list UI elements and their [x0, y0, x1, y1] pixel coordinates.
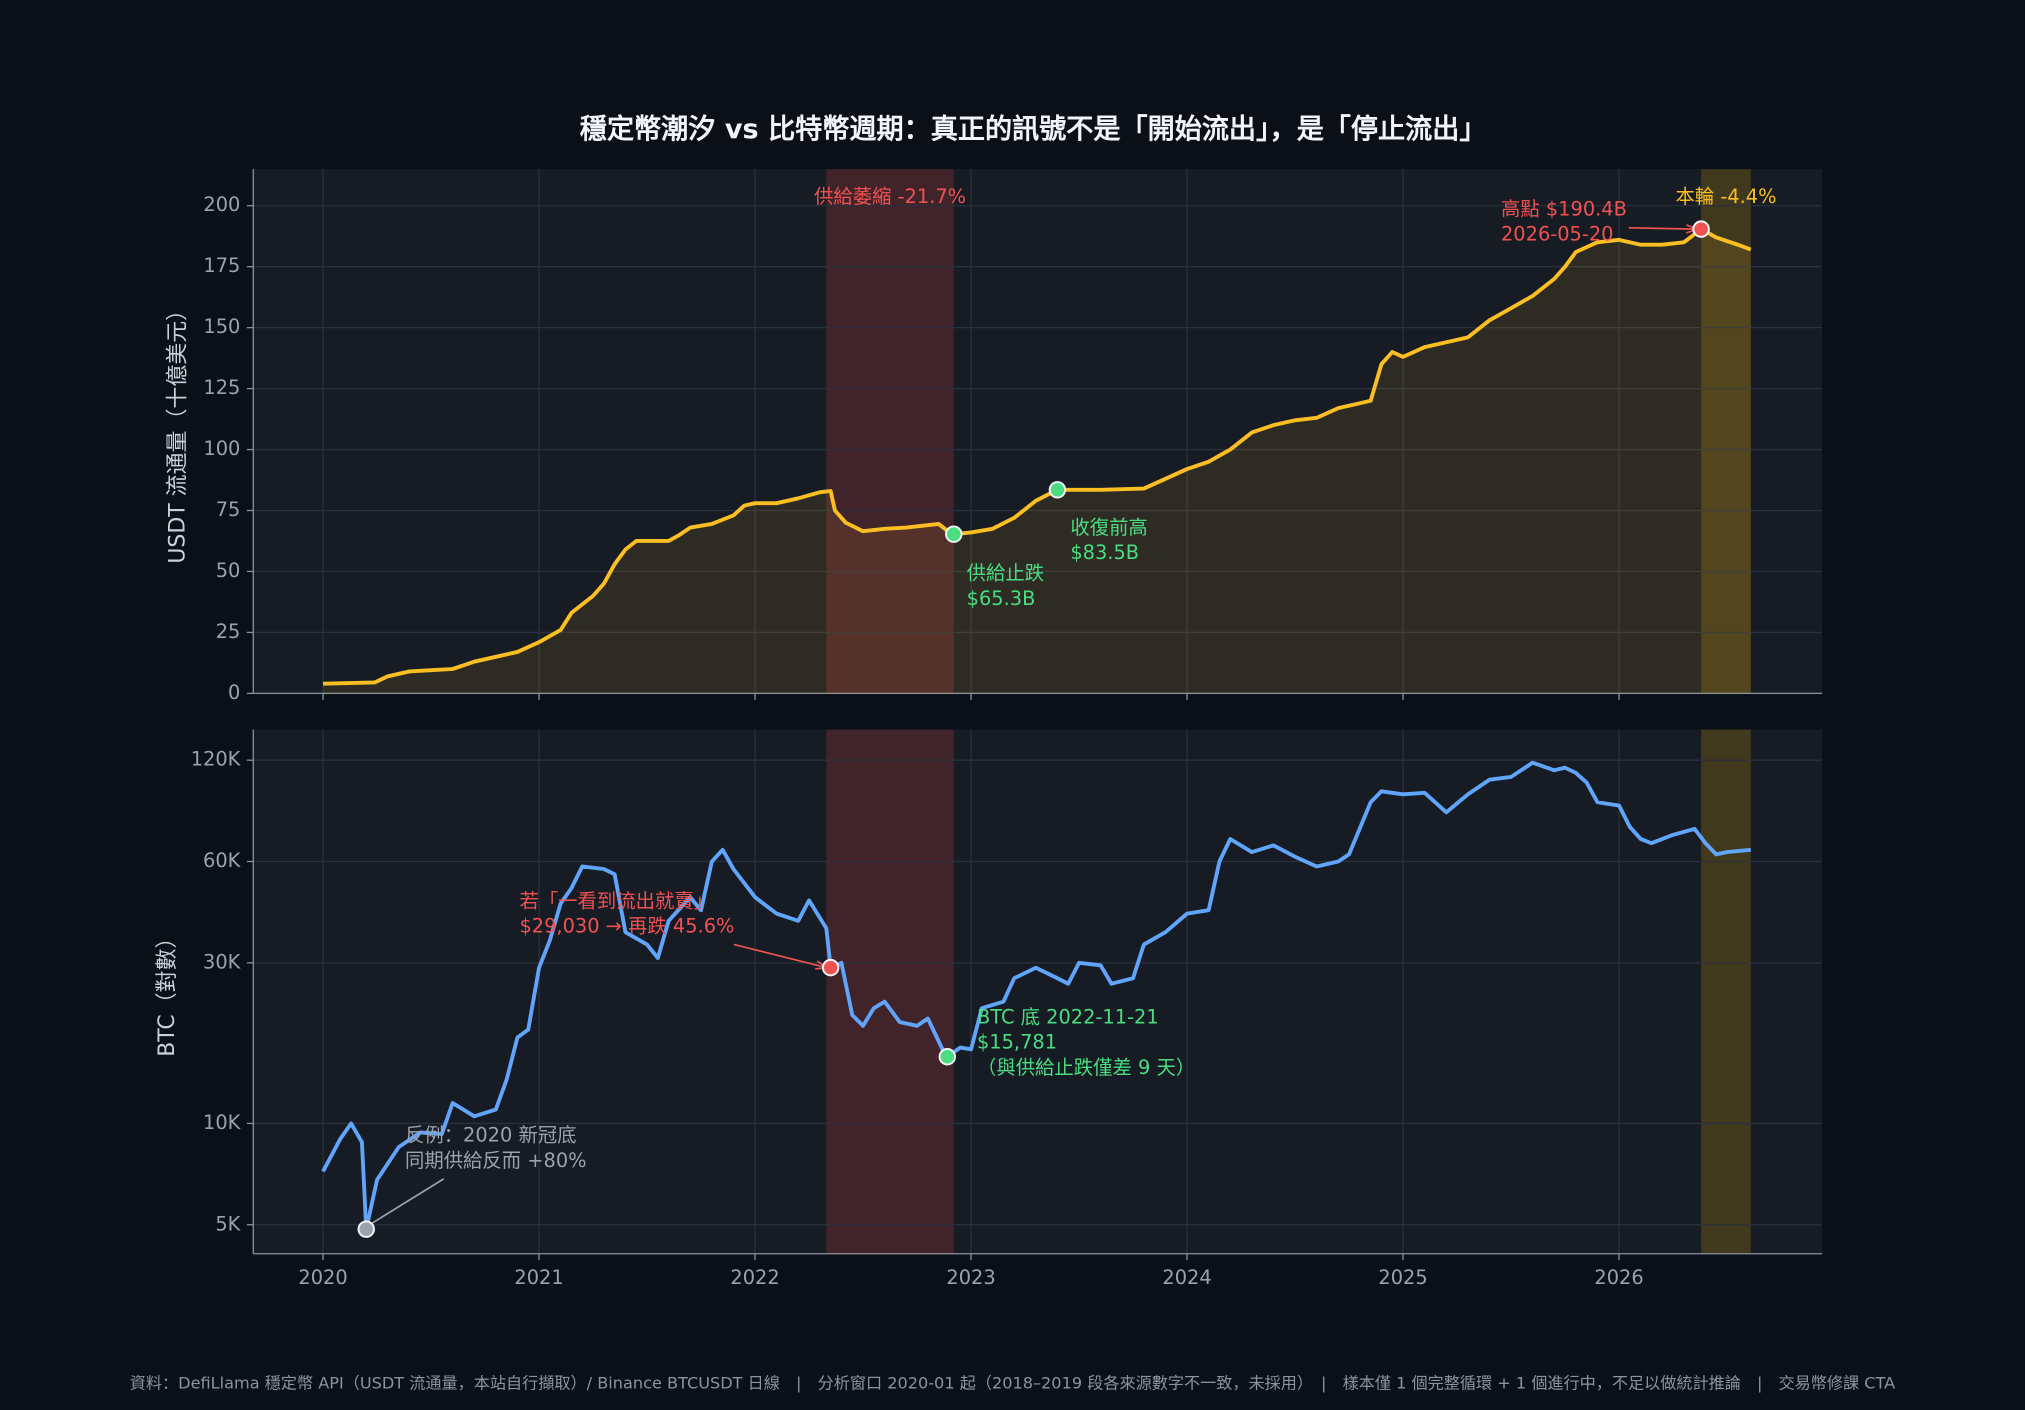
plot-area: [253, 169, 1823, 694]
plot-area: [253, 729, 1823, 1254]
chart-title: 穩定幣潮汐 vs 比特幣週期：真正的訊號不是「開始流出」，是「停止流出」: [580, 113, 1487, 145]
y-tick-label: 75: [216, 498, 241, 521]
annotation-text: $65.3B: [967, 587, 1036, 610]
x-tick-label: 2026: [1594, 1266, 1643, 1289]
annotation-text: 高點 $190.4B: [1501, 197, 1627, 220]
shaded-span: [826, 169, 954, 694]
annotation-text: $83.5B: [1070, 541, 1139, 564]
footer: 資料：DefiLlama 穩定幣 API（USDT 流通量，本站自行擷取）/ B…: [130, 1374, 1895, 1393]
shaded-span: [1701, 729, 1751, 1254]
annotation-arrow: [733, 943, 827, 969]
span-label: 本輪 -4.4%: [1675, 185, 1776, 208]
annotation-point: [945, 525, 963, 543]
annotation-point: [821, 958, 840, 977]
series-line: [322, 227, 1752, 686]
y-tick-label: 60K: [203, 849, 242, 872]
y-tick-label: 10K: [203, 1111, 242, 1134]
x-tick-label: 2023: [946, 1266, 995, 1289]
x-tick-label: 2022: [730, 1266, 779, 1289]
y-tick-label: 150: [203, 315, 240, 338]
annotation-arrow: [1628, 226, 1698, 230]
annotation-point: [1048, 481, 1067, 499]
y-tick-label: 5K: [215, 1212, 241, 1235]
annotation-point: [1692, 220, 1710, 238]
annotation-point: [357, 1220, 375, 1238]
annotation-text: $15,781: [977, 1031, 1057, 1054]
shaded-span: [1701, 169, 1751, 694]
annotation-point: [938, 1048, 956, 1066]
series-line: [321, 760, 1751, 1232]
annotation-text: BTC 底 2022-11-21: [977, 1006, 1159, 1029]
annotation-text: 若「一看到流出就賣」: [519, 889, 713, 912]
annotation-text: 收復前高: [1070, 516, 1147, 539]
y-axis-label: USDT 流通量（十億美元）: [165, 299, 190, 564]
x-tick-label: 2024: [1162, 1266, 1211, 1289]
x-tick-label: 2021: [514, 1266, 563, 1289]
area-fill: [323, 229, 1751, 694]
annotation-text: 2026-05-20: [1501, 222, 1614, 245]
annotation-text: 同期供給反而 +80%: [405, 1149, 587, 1172]
y-tick-label: 125: [203, 376, 240, 399]
x-tick-label: 2025: [1378, 1266, 1427, 1289]
y-tick-label: 30K: [203, 950, 242, 973]
y-tick-label: 175: [203, 254, 240, 277]
span-label: 供給萎縮 -21.7%: [814, 185, 966, 208]
annotation-text: 反例：2020 新冠底: [405, 1124, 577, 1147]
annotation-text: $29,030 → 再跌 45.6%: [519, 914, 734, 937]
y-tick-label: 120K: [191, 748, 242, 771]
y-tick-label: 25: [216, 620, 241, 643]
y-tick-label: 50: [216, 559, 241, 582]
y-tick-label: 200: [203, 193, 240, 216]
y-axis-label: BTC（對數）: [155, 927, 180, 1057]
annotation-text: （與供給止跌僅差 9 天）: [977, 1056, 1195, 1079]
annotation-arrow: [361, 1178, 445, 1230]
y-tick-label: 100: [203, 437, 240, 460]
y-tick-label: 0: [228, 681, 240, 704]
x-tick-label: 2020: [298, 1266, 347, 1289]
annotation-text: 供給止跌: [967, 562, 1044, 585]
